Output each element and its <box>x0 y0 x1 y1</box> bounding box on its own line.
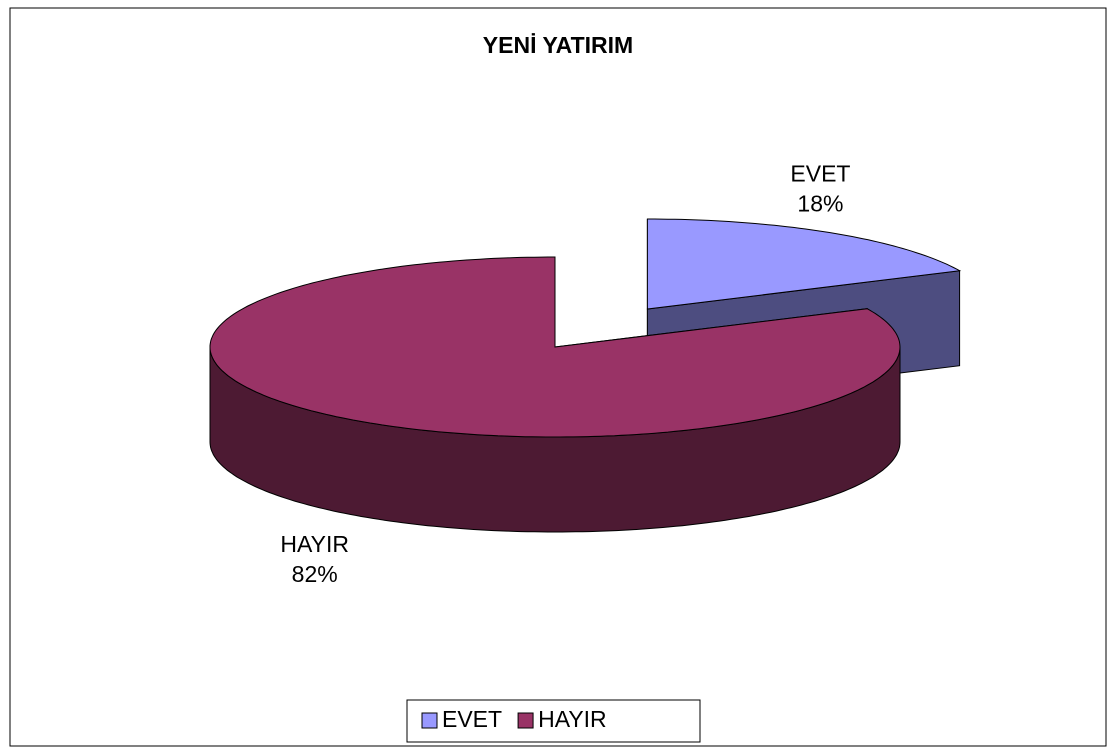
data-label-name: HAYIR <box>280 531 349 557</box>
pie: EVET 18% HAYIR 82% <box>209 160 962 587</box>
legend-label: EVET <box>442 706 502 732</box>
legend-box <box>406 699 701 743</box>
legend-label: HAYIR <box>538 706 607 732</box>
data-label-name: EVET <box>790 160 850 186</box>
data-label-value: 82% <box>292 561 338 587</box>
slice-top <box>209 256 901 438</box>
legend-swatch <box>517 712 534 729</box>
data-label-value: 18% <box>797 190 843 216</box>
legend: EVET HAYIR <box>406 699 701 743</box>
slice-top <box>646 218 962 310</box>
chart-title: YENİ YATIRIM <box>483 32 633 58</box>
legend-swatch <box>421 712 438 729</box>
